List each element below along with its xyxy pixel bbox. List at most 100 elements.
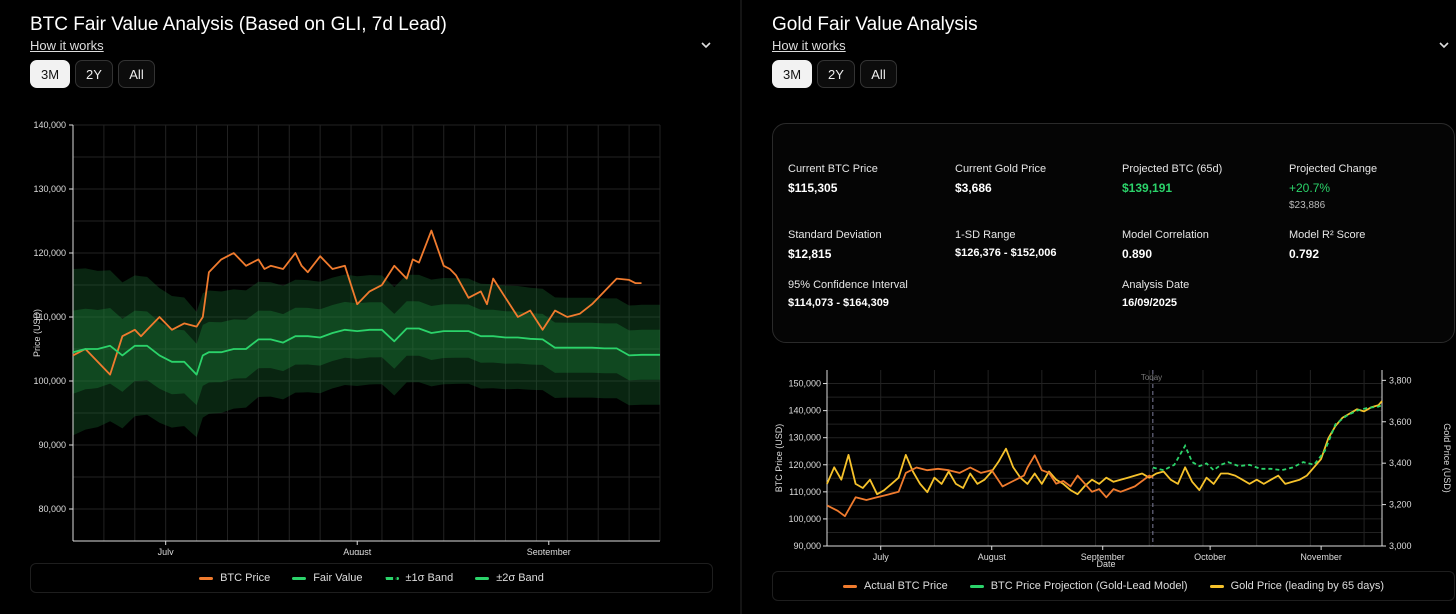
- stat-value: $12,815: [788, 247, 832, 261]
- legend-label: Gold Price (leading by 65 days): [1230, 580, 1385, 592]
- y-tick-label-right: 3,000: [1389, 541, 1412, 551]
- chart-legend: Actual BTC Price BTC Price Projection (G…: [772, 571, 1455, 601]
- y-axis-label: Price (USD): [32, 309, 42, 357]
- y-axis-label-left: BTC Price (USD): [774, 424, 784, 493]
- stats-card: Current BTC Price $115,305 Current Gold …: [772, 123, 1455, 343]
- legend-fair-value[interactable]: Fair Value: [292, 572, 363, 584]
- stat-label: Model R² Score: [1289, 229, 1366, 241]
- stat-value: $139,191: [1122, 181, 1173, 195]
- btc-fair-value-panel: BTC Fair Value Analysis (Based on GLI, 7…: [30, 14, 713, 593]
- y-tick-label: 100,000: [788, 514, 821, 524]
- gold-fair-value-panel: Gold Fair Value Analysis How it works 3M…: [742, 0, 1456, 614]
- legend-btc-price[interactable]: BTC Price: [199, 572, 270, 584]
- stat-sd-range: 1-SD Range $126,376 - $152,006: [955, 229, 1057, 259]
- stat-value: $114,073 - $164,309: [788, 297, 889, 309]
- range-3m-button[interactable]: 3M: [772, 60, 812, 88]
- legend-2sigma-band[interactable]: ±2σ Band: [475, 572, 544, 584]
- sigma1-swatch: [384, 576, 399, 580]
- stat-value: $126,376 - $152,006: [955, 247, 1057, 259]
- today-label: Today: [1141, 373, 1162, 382]
- legend-actual-btc[interactable]: Actual BTC Price: [842, 580, 948, 592]
- x-axis-label: Date: [358, 553, 377, 555]
- legend-gold-price[interactable]: Gold Price (leading by 65 days): [1209, 580, 1385, 592]
- range-2y-button[interactable]: 2Y: [817, 60, 855, 88]
- actual-btc-swatch: [842, 584, 857, 588]
- range-3m-button[interactable]: 3M: [30, 60, 70, 88]
- stat-projected-change: Projected Change +20.7% $23,886: [1289, 163, 1377, 211]
- how-it-works-link[interactable]: How it works: [772, 38, 846, 53]
- range-all-button[interactable]: All: [118, 60, 155, 88]
- legend-label: BTC Price Projection (Gold-Lead Model): [990, 580, 1188, 592]
- y-tick-label: 140,000: [788, 406, 821, 416]
- btc-price-line: [72, 229, 642, 376]
- y-tick-label: 90,000: [793, 541, 821, 551]
- x-tick-label: September: [527, 547, 571, 555]
- stat-projected-btc: Projected BTC (65d) $139,191: [1122, 163, 1222, 195]
- how-it-works-link[interactable]: How it works: [30, 38, 104, 53]
- stat-correlation: Model Correlation 0.890: [1122, 229, 1209, 261]
- btc-projection-line: [1152, 404, 1383, 472]
- legend-btc-projection[interactable]: BTC Price Projection (Gold-Lead Model): [969, 580, 1188, 592]
- stat-value: $3,686: [955, 181, 992, 195]
- gold-swatch: [1209, 584, 1224, 588]
- stat-value: 16/09/2025: [1122, 297, 1178, 309]
- range-all-button[interactable]: All: [860, 60, 897, 88]
- stat-value: +20.7%: [1289, 181, 1331, 195]
- x-tick-label: September: [1081, 552, 1125, 562]
- stat-ci95: 95% Confidence Interval $114,073 - $164,…: [788, 279, 908, 309]
- stat-r2: Model R² Score 0.792: [1289, 229, 1365, 261]
- stat-analysis-date: Analysis Date 16/09/2025: [1122, 279, 1189, 309]
- chevron-down-icon[interactable]: [1438, 40, 1450, 50]
- stat-std-dev: Standard Deviation $12,815: [788, 229, 882, 261]
- y-tick-label: 110,000: [789, 487, 821, 497]
- y-tick-label-right: 3,200: [1389, 500, 1412, 510]
- y-tick-label: 90,000: [38, 440, 66, 450]
- y-tick-label: 130,000: [33, 184, 66, 194]
- legend-1sigma-band[interactable]: ±1σ Band: [384, 572, 454, 584]
- sigma2-swatch: [475, 576, 490, 580]
- y-tick-label: 150,000: [788, 379, 821, 389]
- chevron-down-icon[interactable]: [700, 40, 712, 50]
- btc-fair-value-chart: 80,000 90,000 100,000 110,000 120,000 130,000…: [32, 120, 661, 555]
- stat-label: Analysis Date: [1122, 279, 1190, 291]
- stat-value: $115,305: [788, 181, 838, 195]
- y-tick-label: 80,000: [38, 504, 66, 514]
- stat-label: 95% Confidence Interval: [788, 279, 908, 291]
- gold-price-line: [826, 400, 1383, 496]
- legend-label: BTC Price: [220, 572, 271, 584]
- x-tick-label: October: [1194, 552, 1226, 562]
- x-tick-label: August: [978, 552, 1007, 562]
- stat-value: 0.890: [1122, 247, 1153, 261]
- y-tick-label-right: 3,600: [1389, 417, 1412, 427]
- panel-title: Gold Fair Value Analysis: [772, 14, 978, 35]
- stat-label: Projected BTC (65d): [1122, 163, 1223, 175]
- y-tick-label: 120,000: [33, 248, 66, 258]
- x-tick-label: November: [1300, 552, 1342, 562]
- legend-label: ±1σ Band: [405, 572, 454, 584]
- stat-current-gold: Current Gold Price $3,686: [955, 163, 1046, 195]
- y-tick-label: 130,000: [788, 433, 821, 443]
- gold-lead-chart: 90,000 100,000 110,000 120,000 130,000 140,00…: [774, 370, 1452, 569]
- stat-label: Current Gold Price: [955, 163, 1047, 175]
- y-tick-label: 100,000: [33, 376, 66, 386]
- stat-label: Current BTC Price: [788, 163, 878, 175]
- stat-label: Model Correlation: [1122, 229, 1209, 241]
- legend-label: Actual BTC Price: [863, 580, 948, 592]
- x-tick-label: July: [873, 552, 890, 562]
- stat-label: 1-SD Range: [955, 229, 1016, 241]
- stat-sub-value: $23,886: [1289, 200, 1326, 211]
- y-tick-label: 120,000: [788, 460, 821, 470]
- btc-price-swatch: [199, 576, 214, 580]
- x-tick-label: August: [343, 547, 372, 555]
- y-axis-label-right: Gold Price (USD): [1442, 423, 1452, 493]
- panel-title: BTC Fair Value Analysis (Based on GLI, 7…: [30, 14, 447, 35]
- stat-label: Standard Deviation: [788, 229, 882, 241]
- x-tick-label: July: [158, 547, 175, 555]
- legend-label: Fair Value: [313, 572, 363, 584]
- y-tick-label-right: 3,800: [1389, 375, 1412, 385]
- y-tick-label-right: 3,400: [1389, 458, 1412, 468]
- range-2y-button[interactable]: 2Y: [75, 60, 113, 88]
- stat-label: Projected Change: [1289, 163, 1378, 175]
- sigma1-band: [73, 301, 660, 406]
- stat-current-btc: Current BTC Price $115,305: [788, 163, 878, 195]
